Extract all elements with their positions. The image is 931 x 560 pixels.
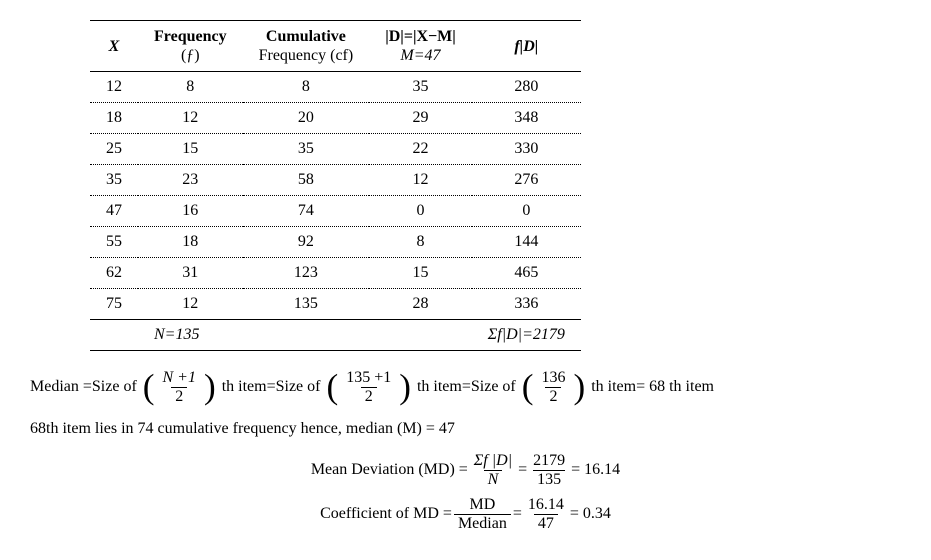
cell-x: 62 xyxy=(90,258,138,289)
table-row: 5518928144 xyxy=(90,227,581,258)
cell-d: 15 xyxy=(369,258,472,289)
coefficient-formula: Coefficient of MD = MDMedian = 16.1447 =… xyxy=(30,496,901,532)
cell-f: 18 xyxy=(138,227,243,258)
cell-fd: 0 xyxy=(472,196,581,227)
cell-fd: 280 xyxy=(472,72,581,103)
cell-x: 55 xyxy=(90,227,138,258)
cell-x: 25 xyxy=(90,134,138,165)
col-fd: f|D| xyxy=(472,21,581,72)
table-row: 35235812276 xyxy=(90,165,581,196)
cell-fd: 336 xyxy=(472,289,581,320)
col-frequency: Frequency (ƒ) xyxy=(138,21,243,72)
cell-cf: 58 xyxy=(243,165,370,196)
cell-d: 35 xyxy=(369,72,472,103)
cell-cf: 35 xyxy=(243,134,370,165)
table-row: 751213528336 xyxy=(90,289,581,320)
cell-cf: 123 xyxy=(243,258,370,289)
col-d: |D|=|X−M| M=47 xyxy=(369,21,472,72)
cell-cf: 92 xyxy=(243,227,370,258)
cell-f: 16 xyxy=(138,196,243,227)
cell-f: 12 xyxy=(138,289,243,320)
col-x: X xyxy=(90,21,138,72)
cell-cf: 20 xyxy=(243,103,370,134)
cell-d: 0 xyxy=(369,196,472,227)
table-row: 623112315465 xyxy=(90,258,581,289)
median-formula: Median = Size of N +12 th item = Size of… xyxy=(30,369,901,405)
cell-cf: 135 xyxy=(243,289,370,320)
cell-cf: 74 xyxy=(243,196,370,227)
cell-d: 22 xyxy=(369,134,472,165)
cell-f: 8 xyxy=(138,72,243,103)
cell-cf: 8 xyxy=(243,72,370,103)
table-row: 18122029348 xyxy=(90,103,581,134)
cell-f: 15 xyxy=(138,134,243,165)
median-explanation: 68th item lies in 74 cumulative frequenc… xyxy=(30,414,901,444)
statistics-table: X Frequency (ƒ) Cumulative Frequency (cf… xyxy=(90,20,581,351)
table-row: 128835280 xyxy=(90,72,581,103)
cell-fd: 144 xyxy=(472,227,581,258)
cell-d: 12 xyxy=(369,165,472,196)
footer-n: N=135 xyxy=(138,320,243,351)
cell-x: 75 xyxy=(90,289,138,320)
cell-fd: 465 xyxy=(472,258,581,289)
cell-x: 18 xyxy=(90,103,138,134)
cell-x: 47 xyxy=(90,196,138,227)
cell-d: 28 xyxy=(369,289,472,320)
cell-f: 31 xyxy=(138,258,243,289)
cell-d: 29 xyxy=(369,103,472,134)
table-header-row: X Frequency (ƒ) Cumulative Frequency (cf… xyxy=(90,21,581,72)
cell-fd: 348 xyxy=(472,103,581,134)
cell-fd: 276 xyxy=(472,165,581,196)
cell-x: 35 xyxy=(90,165,138,196)
footer-sum: Σf|D|=2179 xyxy=(472,320,581,351)
cell-fd: 330 xyxy=(472,134,581,165)
table-row: 47167400 xyxy=(90,196,581,227)
cell-d: 8 xyxy=(369,227,472,258)
cell-f: 23 xyxy=(138,165,243,196)
mean-deviation-formula: Mean Deviation (MD) = Σf |D|N = 2179135 … xyxy=(30,452,901,488)
col-cumulative: Cumulative Frequency (cf) xyxy=(243,21,370,72)
table-footer-row: N=135 Σf|D|=2179 xyxy=(90,320,581,351)
cell-x: 12 xyxy=(90,72,138,103)
table-row: 25153522330 xyxy=(90,134,581,165)
cell-f: 12 xyxy=(138,103,243,134)
